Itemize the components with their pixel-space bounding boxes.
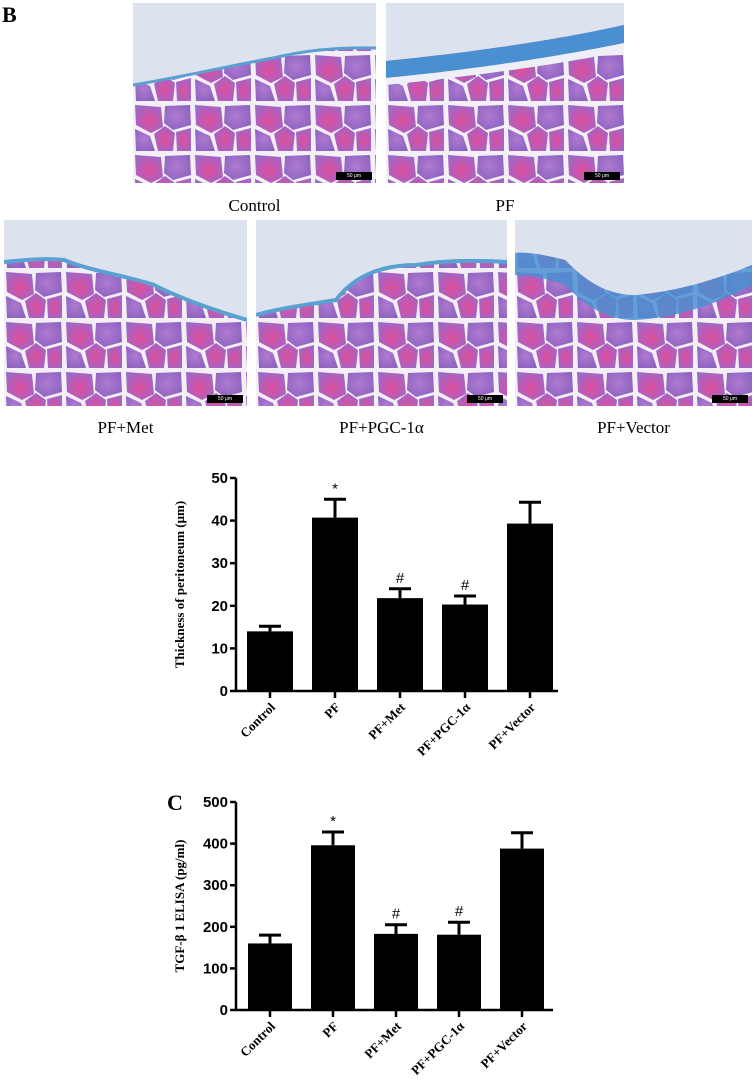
caption-pf-met: PF+Met — [97, 418, 154, 437]
scale-bar: 50 μm — [584, 172, 620, 180]
bar — [507, 523, 553, 691]
caption-pf-vector: PF+Vector — [597, 418, 670, 437]
micrograph-pf-met: 50 μm — [4, 220, 247, 406]
bar — [311, 845, 355, 1010]
x-tick-label: PF+Vector — [485, 699, 538, 752]
scale-bar: 50 μm — [467, 395, 503, 403]
bar — [248, 943, 292, 1010]
x-tick-label: Control — [237, 1018, 278, 1059]
y-tick-label: 200 — [203, 919, 228, 936]
y-tick-label: 100 — [203, 960, 228, 977]
significance-mark: # — [461, 577, 470, 594]
y-tick-label: 30 — [211, 555, 228, 572]
micrograph-pf-pgc1a: 50 μm — [256, 220, 507, 406]
y-axis-title: Thickness of peritoneum (μm) — [172, 501, 187, 668]
caption-pf-pgc1a: PF+PGC-1α — [339, 418, 424, 437]
y-axis-title: TGF-β 1 ELISA (pg/ml) — [172, 840, 187, 973]
x-tick-label: PF+PGC-1α — [408, 1018, 468, 1078]
y-tick-label: 40 — [211, 513, 228, 530]
micrograph-pf: 50 μm — [386, 3, 624, 183]
panel-letter-b: B — [2, 2, 17, 27]
micrograph-pf-vector: 50 μm — [515, 220, 752, 406]
significance-mark: # — [392, 906, 401, 923]
caption-control: Control — [228, 196, 281, 215]
caption-pf: PF — [495, 196, 515, 215]
significance-mark: * — [332, 480, 338, 497]
panel-letter-c: C — [167, 790, 183, 815]
significance-mark: # — [455, 903, 464, 920]
bar — [374, 933, 418, 1010]
y-tick-label: 0 — [220, 683, 228, 700]
x-tick-label: PF — [321, 699, 343, 721]
micrograph-control: 50 μm — [133, 3, 376, 183]
y-tick-label: 500 — [203, 794, 228, 811]
x-tick-label: PF+Met — [361, 1018, 404, 1061]
scale-bar: 50 μm — [336, 172, 372, 180]
y-tick-label: 20 — [211, 598, 228, 615]
scale-bar: 50 μm — [712, 395, 748, 403]
x-tick-label: PF — [319, 1018, 341, 1040]
y-tick-label: 300 — [203, 877, 228, 894]
bar — [312, 517, 358, 691]
x-tick-label: PF+Met — [365, 699, 408, 742]
x-tick-label: Control — [237, 699, 278, 740]
significance-mark: # — [396, 570, 405, 587]
bar — [437, 934, 481, 1010]
x-tick-label: PF+Vector — [477, 1018, 530, 1071]
bar — [500, 848, 544, 1010]
x-tick-label: PF+PGC-1α — [414, 699, 474, 759]
y-tick-label: 0 — [220, 1002, 228, 1019]
y-tick-label: 400 — [203, 836, 228, 853]
significance-mark: * — [330, 813, 336, 830]
bar — [442, 604, 488, 691]
scale-bar: 50 μm — [207, 395, 243, 403]
bar — [377, 598, 423, 691]
y-tick-label: 50 — [211, 470, 228, 487]
y-tick-label: 10 — [211, 640, 228, 657]
bar — [247, 631, 293, 691]
